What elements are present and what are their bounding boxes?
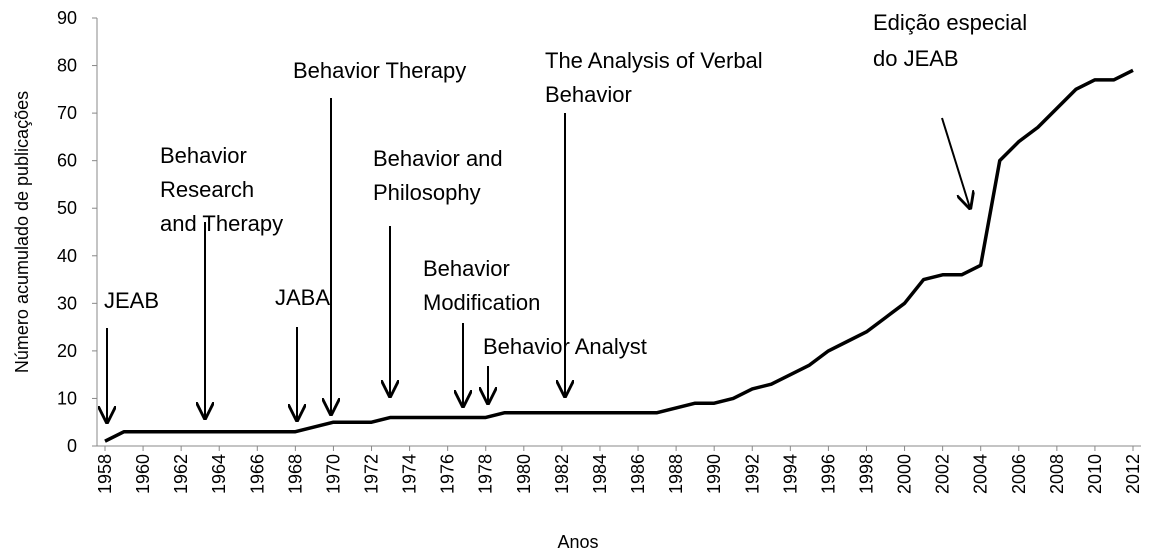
x-tick-label: 2010 <box>1085 454 1105 494</box>
x-tick-label: 1958 <box>95 454 115 494</box>
annotation-arrow <box>941 117 970 208</box>
y-tick-label: 80 <box>57 56 77 76</box>
x-tick-label: 2006 <box>1009 454 1029 494</box>
annotation-text: JABA <box>275 285 330 310</box>
annotation-text: Behavior <box>545 82 632 107</box>
x-tick-label: 1976 <box>438 454 458 494</box>
x-tick-label: 2008 <box>1047 454 1067 494</box>
y-tick-label: 40 <box>57 246 77 266</box>
x-tick-label: 2002 <box>933 454 953 494</box>
x-tick-label: 1986 <box>628 454 648 494</box>
y-tick-label: 0 <box>67 436 77 456</box>
x-tick-label: 1994 <box>780 454 800 494</box>
x-tick-label: 1982 <box>552 454 572 494</box>
annotation-text: Philosophy <box>373 180 481 205</box>
annotation-text: do JEAB <box>873 46 959 71</box>
annotation-text: Behavior <box>160 143 247 168</box>
x-axis-title: Anos <box>557 532 598 552</box>
x-tick-label: 1960 <box>133 454 153 494</box>
annotation-text: Research <box>160 177 254 202</box>
annotation-text: JEAB <box>104 288 159 313</box>
x-tick-label: 1998 <box>856 454 876 494</box>
annotation-text: The Analysis of Verbal <box>545 48 763 73</box>
annotation-text: Behavior and <box>373 146 503 171</box>
y-tick-label: 90 <box>57 8 77 28</box>
y-tick-label: 20 <box>57 341 77 361</box>
y-tick-label: 60 <box>57 151 77 171</box>
x-tick-label: 1980 <box>514 454 534 494</box>
y-tick-label: 30 <box>57 293 77 313</box>
annotation-text: Behavior <box>423 256 510 281</box>
x-tick-label: 1996 <box>818 454 838 494</box>
annotation-text: and Therapy <box>160 211 283 236</box>
x-tick-label: 1984 <box>590 454 610 494</box>
x-tick-label: 1970 <box>323 454 343 494</box>
x-tick-label: 1966 <box>247 454 267 494</box>
y-tick-label: 10 <box>57 388 77 408</box>
x-tick-label: 1968 <box>285 454 305 494</box>
y-tick-label: 70 <box>57 103 77 123</box>
y-axis-title: Número acumulado de publicações <box>12 91 32 373</box>
x-tick-label: 1972 <box>362 454 382 494</box>
annotation-text: Edição especial <box>873 10 1027 35</box>
x-tick-label: 1988 <box>666 454 686 494</box>
annotation-text: Modification <box>423 290 540 315</box>
y-tick-label: 50 <box>57 198 77 218</box>
annotation-text: Behavior Therapy <box>293 58 466 83</box>
x-tick-label: 1978 <box>476 454 496 494</box>
x-tick-label: 2012 <box>1123 454 1143 494</box>
x-tick-label: 1962 <box>171 454 191 494</box>
x-tick-label: 1990 <box>704 454 724 494</box>
x-tick-label: 2004 <box>971 454 991 494</box>
x-tick-label: 2000 <box>895 454 915 494</box>
x-tick-label: 1964 <box>209 454 229 494</box>
x-tick-label: 1992 <box>742 454 762 494</box>
x-tick-label: 1974 <box>400 454 420 494</box>
line <box>104 68 1134 443</box>
